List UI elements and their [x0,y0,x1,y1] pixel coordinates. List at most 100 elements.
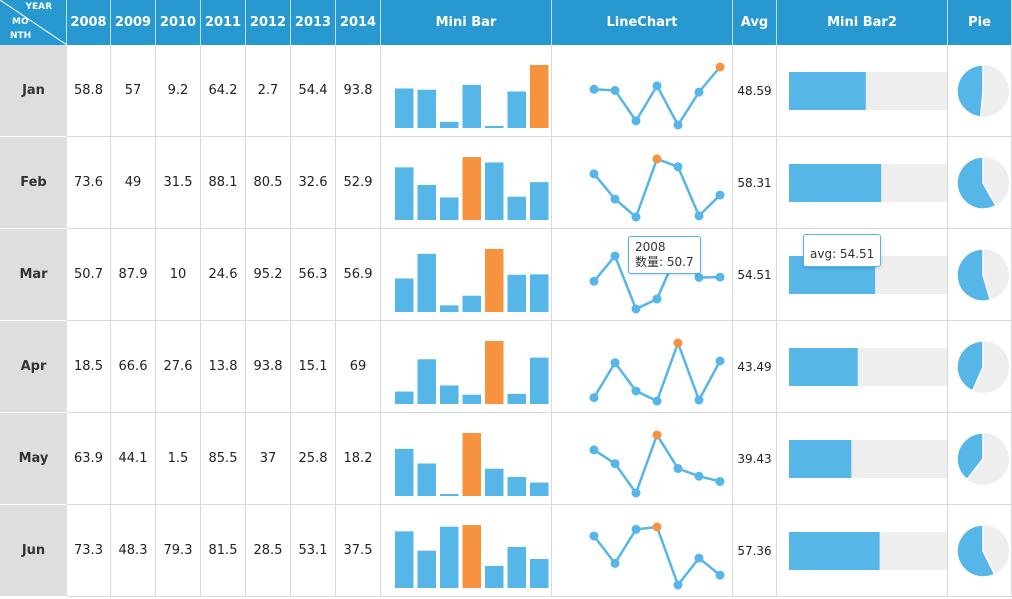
cell-value: 18.2 [336,413,381,505]
line-point [673,162,683,172]
cell-value: 53.1 [291,505,336,597]
line-point [652,430,662,440]
line-chart [589,154,725,222]
cell-value: 1.5 [156,413,201,505]
cell-value: 73.6 [67,137,111,229]
line-point [652,522,662,532]
line-chart-cell [552,321,733,413]
mini-bar2-cell [777,505,948,597]
mini-bar [485,162,504,220]
pie-cell [948,413,1012,505]
header-line-chart: LineChart [552,0,733,45]
line-point [610,358,620,368]
mini-bar2-cell [777,45,948,137]
corner-diagonal-line [0,0,67,45]
mini-bar [462,157,481,220]
pie-chart [956,156,1009,210]
cell-value: 25.8 [291,413,336,505]
cell-value: 27.6 [156,321,201,413]
line-point [715,570,725,580]
mini-bar [440,494,459,496]
row-month-apr: Apr [0,321,67,413]
line-chart-cell [552,137,733,229]
header-year-2011: 2011 [201,0,246,45]
line-point [652,154,662,164]
mini-bar-chart [395,65,549,128]
cell-value: 9.2 [156,45,201,137]
header-year-2014: 2014 [336,0,381,45]
tooltip-value: 数量: 50.7 [635,255,694,269]
cell-value: 56.9 [336,229,381,321]
mini-bar2-chart [789,532,947,570]
corner-month-label-1: MO [12,17,29,27]
line-point [631,212,641,222]
line-point [673,338,683,348]
line-point [652,81,662,91]
mini-bar [440,121,459,128]
mini-bar [462,394,481,404]
line-point [610,251,620,261]
mini-bar [530,559,549,588]
cell-value: 31.5 [156,137,201,229]
corner-diagonal [0,0,67,45]
header-year-2009: 2009 [111,0,156,45]
line-point [631,488,641,498]
mini-bar [507,91,526,128]
mini-bar [395,448,414,496]
mini-bar [417,550,436,588]
mini-bar [417,463,436,496]
line-point [673,120,683,130]
line-series [593,157,721,220]
row-month-mar: Mar [0,229,67,321]
line-point [715,476,725,486]
header-mini-bar: Mini Bar [381,0,552,45]
mini-bar2-fill [789,532,880,570]
mini-bar [395,278,414,312]
mini-bar [485,126,504,128]
mini-bar2-fill [789,348,858,386]
pie-cell [948,505,1012,597]
cell-value: 28.5 [246,505,291,597]
avg-value: 48.59 [733,45,777,137]
mini-bar [395,531,414,588]
pie-chart [956,524,1009,578]
mini-bar [462,84,481,128]
mini-bar-cell [381,45,552,137]
line-point [694,471,704,481]
line-point [631,116,641,126]
cell-value: 63.9 [67,413,111,505]
pie-slice-value [956,156,997,210]
line-point [589,169,599,179]
avg-value: 39.43 [733,413,777,505]
pie-chart [956,64,1009,118]
header-avg: Avg [733,0,777,45]
pie-chart [956,340,1009,393]
mini-bar [462,525,481,588]
mini-bar [507,393,526,404]
mini-bar-cell [381,137,552,229]
cell-value: 95.2 [246,229,291,321]
mini-bar [440,526,459,588]
cell-value: 73.3 [67,505,111,597]
corner-month-label-2: NTH [10,31,32,41]
pie-cell [948,137,1012,229]
line-chart-tooltip: 2008 数量: 50.7 [628,236,701,274]
cell-value: 10 [156,229,201,321]
mini-bar [485,468,504,496]
header-year-2010: 2010 [156,0,201,45]
cell-value: 37.5 [336,505,381,597]
mini-bar2-fill [789,72,866,110]
cell-value: 13.8 [201,321,246,413]
cell-value: 81.5 [201,505,246,597]
mini-bar [395,391,414,404]
mini-bar [417,359,436,404]
line-point [694,211,704,221]
cell-value: 50.7 [67,229,111,321]
corner-year-label: YEAR [25,2,52,12]
pie-cell [948,45,1012,137]
line-chart [589,522,725,590]
line-point [631,524,641,534]
mini-bar2-chart [789,164,947,202]
line-point [715,62,725,72]
pie-slice-value [956,524,996,578]
